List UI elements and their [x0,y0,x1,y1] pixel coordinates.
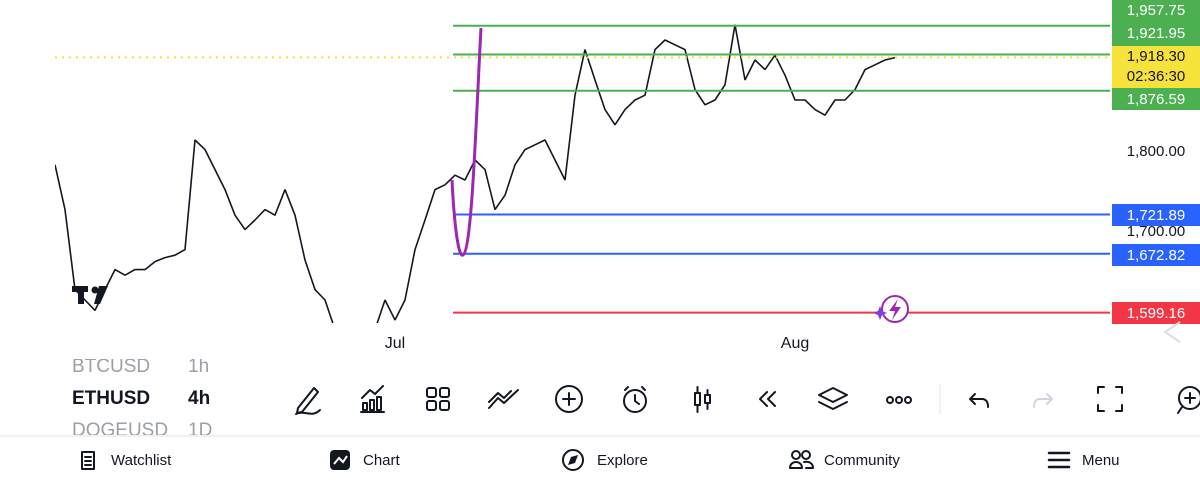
indicators[interactable] [360,385,385,413]
nav-label[interactable]: Menu [1082,452,1120,469]
nav-label[interactable]: Explore [597,452,648,469]
level-label-box [1112,302,1200,324]
more[interactable] [886,396,912,404]
symbol[interactable]: ETHUSD [72,388,150,409]
y-tick-label: 1,700.00 [1127,223,1185,240]
nav-label[interactable]: Watchlist [111,452,172,469]
level-label: 1,599.16 [1127,305,1185,322]
layouts[interactable] [426,387,450,411]
countdown: 02:36:30 [1127,68,1185,85]
bottom-nav: Watchlist Chart Explore Community Menu [81,449,1120,471]
level-label-box [1112,88,1200,110]
nav-menu[interactable]: Menu [1047,451,1120,469]
interval: 4h [188,388,210,409]
zoom[interactable] [1177,386,1200,414]
toolbar [295,384,1200,415]
nav-community[interactable]: Community [789,450,900,469]
symbol[interactable]: BTCUSD [72,356,150,377]
x-tick-label: Aug [781,335,809,352]
scroll-arrow[interactable] [1163,321,1181,343]
symbol[interactable]: DOGEUSD [72,420,168,441]
y-tick-label: 1,800.00 [1127,143,1185,160]
level-label: 1,876.59 [1127,91,1185,108]
watchlist: BTCUSD 1h ETHUSD 4h DOGEUSD 1D [72,356,212,441]
nav-label[interactable]: Community [824,452,900,469]
nav-watchlist[interactable]: Watchlist [81,451,172,470]
objects[interactable] [818,387,848,410]
nav-label[interactable]: Chart [363,452,401,469]
chart-style[interactable] [694,386,711,413]
alert[interactable] [623,386,647,413]
level-label-box [1112,20,1200,46]
level-label: 1,921.95 [1127,25,1185,42]
fullscreen[interactable] [1097,386,1123,412]
level-label: 1,672.82 [1127,247,1185,264]
add[interactable] [555,385,583,413]
current-price-label: 1,918.30 [1127,48,1185,65]
level-label: 1,957.75 [1127,2,1185,19]
drawing-curve[interactable] [450,27,483,257]
interval: 1h [188,356,209,377]
current-price-box [1112,46,1200,88]
nav-chart[interactable]: Chart [330,450,401,470]
redo[interactable] [1033,393,1053,408]
level-label-box [1112,244,1200,266]
x-tick-label: Jul [385,335,405,352]
chart-area[interactable]: Jul Aug 1,800.00 1,700.00 1,957.75 1,921.95 1,… [55,0,1200,352]
undo[interactable] [969,393,989,408]
draw-tool[interactable] [295,387,321,415]
level-label-box [1112,0,1200,20]
assistant-icon[interactable] [873,295,909,323]
interval: 1D [188,420,212,441]
level-label-box [1112,204,1200,226]
nav-explore[interactable]: Explore [562,449,648,471]
level-label: 1,721.89 [1127,207,1185,224]
tv-logo [72,286,108,304]
compare[interactable] [488,389,519,409]
replay[interactable] [759,391,776,407]
